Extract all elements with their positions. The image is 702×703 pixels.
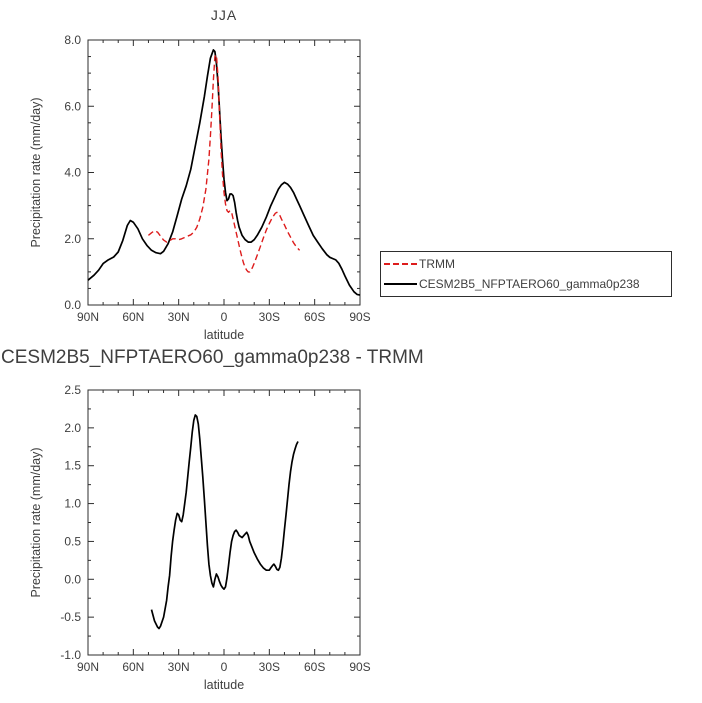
- x-tick-label: 90N: [77, 660, 99, 674]
- top-chart: 90N 60N 30N 0 30S 60S 90S 0.0 2.0 4.0 6.0 8.0 latitu…: [29, 33, 371, 342]
- legend-entry: CESM2B5_NFPTAERO60_gamma0p238: [381, 274, 671, 294]
- y-tick-label: 1.5: [64, 459, 81, 473]
- x-tick-label: 90S: [349, 660, 370, 674]
- y-tick-label: 2.0: [64, 232, 81, 246]
- solid-line-sample-icon: [384, 283, 417, 285]
- plot-frame: [87, 389, 361, 656]
- x-tick-label: 90S: [349, 310, 370, 324]
- x-tick-label: 60N: [122, 310, 144, 324]
- y-axis-label: Precipitation rate (mm/day): [29, 447, 43, 597]
- y-tick-label: 2.0: [64, 421, 81, 435]
- x-tick-label: 60S: [304, 660, 325, 674]
- y-tick-label: 1.0: [64, 497, 81, 511]
- x-tick-label: 90N: [77, 310, 99, 324]
- x-axis-label: latitude: [204, 328, 244, 342]
- y-tick-label: 0.5: [64, 534, 81, 548]
- y-tick-label: 0.0: [64, 298, 81, 312]
- x-tick-label: 30S: [259, 660, 280, 674]
- y-tick-label: 8.0: [64, 33, 81, 47]
- legend-box: TRMM CESM2B5_NFPTAERO60_gamma0p238: [380, 251, 672, 297]
- series-line-TRMM: [147, 54, 301, 273]
- x-tick-label: 0: [221, 660, 228, 674]
- x-axis-label: latitude: [204, 678, 244, 692]
- x-tick-label: 30N: [168, 660, 190, 674]
- top-chart-title: JJA: [210, 7, 238, 23]
- bottom-chart-title: CESM2B5_NFPTAERO60_gamma0p238 - TRMM: [1, 347, 424, 368]
- x-tick-label: 60N: [122, 660, 144, 674]
- x-tick-label: 30S: [259, 310, 280, 324]
- bottom-chart: 90N 60N 30N 0 30S 60S 90S -1.0 -0.5 0.0 0.5 1.0 1.5 2…: [29, 383, 371, 692]
- y-tick-label: -0.5: [60, 610, 81, 624]
- series-line-CESM2B5-NFPTAERO60-gamma0p238-TRMM: [150, 414, 299, 630]
- x-tick-label: 30N: [168, 310, 190, 324]
- y-tick-label: 0.0: [64, 572, 81, 586]
- series-line-CESM2B5-NFPTAERO60-gamma0p238: [87, 49, 361, 296]
- x-tick-label: 0: [221, 310, 228, 324]
- legend-entry: TRMM: [381, 254, 671, 274]
- legend-label: TRMM: [419, 257, 455, 271]
- y-tick-label: 2.5: [64, 383, 81, 397]
- y-axis-label: Precipitation rate (mm/day): [29, 97, 43, 247]
- y-tick-label: -1.0: [60, 648, 81, 662]
- y-tick-label: 6.0: [64, 99, 81, 113]
- dashed-line-sample-icon: [384, 263, 417, 265]
- legend-label: CESM2B5_NFPTAERO60_gamma0p238: [419, 277, 640, 291]
- x-tick-label: 60S: [304, 310, 325, 324]
- y-tick-label: 4.0: [64, 166, 81, 180]
